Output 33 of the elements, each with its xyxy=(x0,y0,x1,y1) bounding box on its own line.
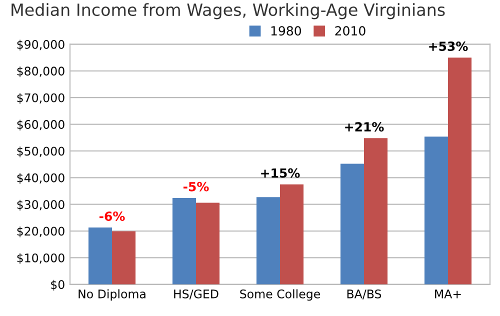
y-tick-label: $90,000 xyxy=(17,40,64,50)
y-tick-label: $40,000 xyxy=(17,173,64,184)
y-tick-label: $60,000 xyxy=(17,120,64,131)
bar xyxy=(88,228,112,284)
y-tick-label: $70,000 xyxy=(17,93,64,104)
legend-label: 1980 xyxy=(271,26,302,36)
annotation: +15% xyxy=(261,168,300,178)
x-tick-label: No Diploma xyxy=(78,289,146,301)
annotation: -5% xyxy=(183,182,209,192)
bar xyxy=(448,58,472,284)
annotation: -6% xyxy=(99,212,125,221)
bar xyxy=(340,164,364,284)
bar xyxy=(364,138,388,284)
bar xyxy=(196,202,220,284)
annotation: +53% xyxy=(429,42,468,51)
y-tick-label: $80,000 xyxy=(17,66,64,78)
x-tick-label: MA+ xyxy=(435,290,461,298)
bar xyxy=(256,197,280,284)
bar xyxy=(172,198,196,284)
x-tick-label: HS/GED xyxy=(174,289,218,300)
x-tick-label: Some College xyxy=(240,289,320,301)
annotation: +21% xyxy=(345,122,384,132)
legend-label: 2010 xyxy=(335,26,366,36)
bar xyxy=(424,136,448,284)
y-tick-label: $30,000 xyxy=(17,200,64,211)
bar xyxy=(280,184,304,284)
y-tick-label: $10,000 xyxy=(17,253,64,264)
y-tick-label: $50,000 xyxy=(17,146,64,158)
y-tick-label: $0 xyxy=(51,280,64,291)
chart-title: Median Income from Wages, Working-Age Virginians xyxy=(12,3,445,20)
x-tick-label: BA/BS xyxy=(347,289,382,300)
y-tick-label: $20,000 xyxy=(17,226,64,238)
bar xyxy=(112,231,136,284)
